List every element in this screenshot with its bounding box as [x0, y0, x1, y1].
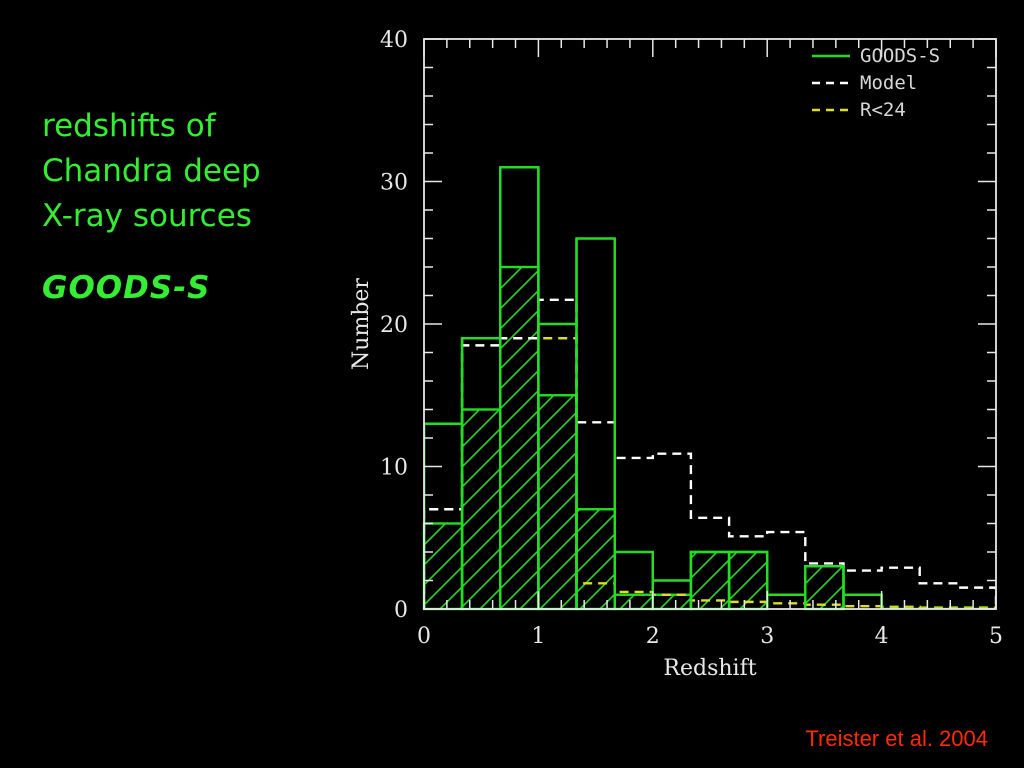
x-tick-label-0: 0: [417, 624, 431, 649]
plot-frame: 0 1 2 3 4 5 0 10 20 30 40: [380, 28, 1003, 649]
x-axis-title: Redshift: [663, 656, 756, 681]
hatch-bin-2: [500, 267, 539, 609]
hatch-bin-1: [462, 409, 501, 609]
hatch-bin-4: [576, 509, 615, 609]
citation-credit: Treister et al. 2004: [805, 726, 988, 751]
hatched-subset: [422, 265, 845, 611]
legend: GOODS-S Model R<24: [812, 45, 940, 121]
legend-label-2: R<24: [860, 99, 906, 121]
series-goods-s: [424, 166, 996, 609]
x-tick-label-1: 1: [531, 624, 545, 649]
survey-label: GOODS-S: [42, 270, 211, 306]
hatch-bin-7: [690, 552, 730, 609]
histogram-series: [424, 166, 996, 609]
y-tick-label-2: 20: [380, 313, 408, 338]
y-axis-title: Number: [349, 278, 374, 370]
hatch-bin-outline-10: [804, 565, 845, 611]
headline-line-1: redshifts of: [42, 108, 216, 144]
hatch-bin-outline-1: [460, 408, 502, 611]
slide-headline: redshifts of Chandra deep X-ray sources: [42, 104, 261, 239]
headline-line-2: Chandra deep: [42, 153, 261, 189]
y-tick-label-3: 30: [380, 171, 408, 196]
series-model: [424, 298, 996, 609]
x-tick-label-4: 4: [875, 624, 889, 649]
hatch-bin-6: [652, 594, 691, 609]
legend-label-1: Model: [860, 72, 917, 94]
y-tick-label-0: 0: [394, 598, 408, 623]
legend-label-0: GOODS-S: [860, 45, 940, 67]
plot-border: [423, 38, 997, 610]
hatch-bin-outline-2: [499, 265, 540, 611]
x-tick-label-5: 5: [989, 624, 1003, 649]
hatch-bin-3: [538, 395, 577, 609]
x-tick-label-3: 3: [760, 624, 774, 649]
hatch-bin-5: [614, 594, 653, 609]
y-tick-label-4: 40: [380, 28, 408, 53]
hatch-bin-10: [805, 566, 844, 609]
hatch-bin-8: [729, 552, 768, 609]
hatch-bin-outline-3: [537, 394, 578, 611]
x-tick-label-2: 2: [646, 624, 660, 649]
y-tick-label-1: 10: [380, 456, 408, 481]
headline-line-3: X-ray sources: [42, 198, 252, 234]
series-r-24: [424, 337, 996, 609]
hatch-bin-0: [424, 523, 463, 609]
redshift-histogram: 0 1 2 3 4 5 0 10 20 30 40 GOODS-S Model R<24 Redshif…: [349, 28, 1003, 681]
